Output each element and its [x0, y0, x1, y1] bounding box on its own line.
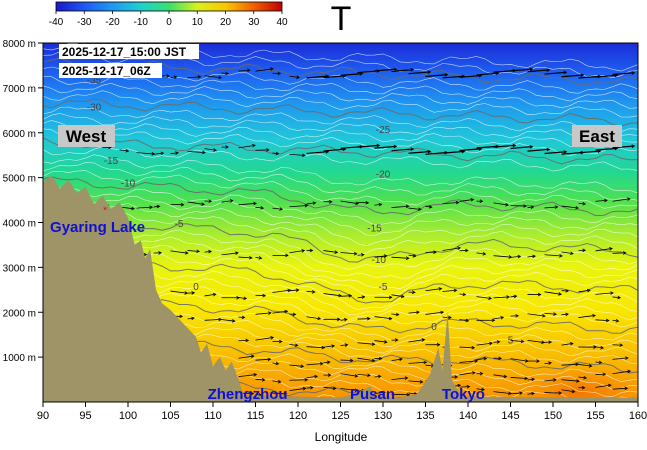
x-tick-label: 150 — [544, 410, 562, 422]
x-axis-label: Longitude — [315, 430, 368, 444]
contour-label: -10 — [121, 179, 136, 190]
colorbar-tick-label: 20 — [220, 17, 232, 28]
contour-label: 0 — [193, 282, 199, 293]
wind-arrow — [290, 380, 308, 381]
x-tick-label: 90 — [37, 410, 49, 422]
east-label: East — [579, 127, 615, 146]
contour-label: -25 — [376, 125, 391, 136]
colorbar-tick-label: 30 — [248, 17, 260, 28]
gyaring-lake-marker: * — [103, 205, 107, 216]
x-tick-label: 110 — [204, 410, 222, 422]
x-tick-label: 120 — [289, 410, 307, 422]
y-tick-label: 7000 m — [3, 84, 36, 95]
x-tick-label: 105 — [161, 410, 179, 422]
x-tick-label: 140 — [459, 410, 477, 422]
y-tick-label: 8000 m — [3, 39, 36, 50]
x-tick-label: 135 — [416, 410, 434, 422]
place-label-tokyo: Tokyo — [442, 386, 485, 403]
x-tick-label: 125 — [331, 410, 349, 422]
x-tick-label: 100 — [119, 410, 137, 422]
x-axis: 90 95 100 105 110 115 120 125 130 135 140 145 150 155… — [37, 402, 647, 422]
chart-title: T — [331, 0, 352, 38]
contour-label: -5 — [175, 219, 184, 230]
x-tick-label: 145 — [501, 410, 519, 422]
y-tick-label: 3000 m — [3, 263, 36, 274]
wind-arrow — [545, 393, 562, 394]
colorbar-tick-label: -30 — [77, 17, 92, 28]
colorbar-tick-label: 40 — [276, 17, 288, 28]
contour-label: -5 — [379, 282, 388, 293]
west-label: West — [66, 127, 107, 146]
contour-label: -30 — [87, 102, 102, 113]
y-tick-label: 1000 m — [3, 353, 36, 364]
x-tick-label: 155 — [586, 410, 604, 422]
colorbar-tick-label: 0 — [166, 17, 172, 28]
x-tick-label: 115 — [247, 410, 265, 422]
colorbar-tick-label: -40 — [49, 17, 64, 28]
place-label-pusan: Pusan — [350, 386, 395, 403]
timestamp-jst: 2025-12-17_15:00 JST — [62, 45, 187, 59]
colorbar: -40 -30 -20 -10 0 10 20 30 40 — [49, 2, 288, 28]
colorbar-bar — [56, 2, 282, 11]
timestamp-utc: 2025-12-17_06Z — [62, 64, 151, 78]
colorbar-tick-label: -20 — [105, 17, 120, 28]
y-tick-label: 4000 m — [3, 219, 36, 230]
contour-label: -15 — [104, 156, 119, 167]
x-tick-label: 160 — [629, 410, 647, 422]
place-label-gyaring-lake: Gyaring Lake — [50, 219, 145, 236]
colorbar-tick-label: 10 — [192, 17, 204, 28]
y-tick-label: 5000 m — [3, 174, 36, 185]
colorbar-tick-label: -10 — [134, 17, 149, 28]
contour-label: 0 — [431, 322, 437, 333]
contour-label: -20 — [376, 170, 391, 181]
y-tick-label: 6000 m — [3, 129, 36, 140]
place-label-zhengzhou: Zhengzhou — [208, 386, 288, 403]
x-tick-label: 95 — [79, 410, 91, 422]
x-tick-label: 130 — [374, 410, 392, 422]
y-axis: 1000 m 2000 m 3000 m 4000 m 5000 m 6000 m 7000… — [3, 39, 43, 364]
y-tick-label: 2000 m — [3, 308, 36, 319]
contour-label: 5 — [508, 336, 514, 347]
contour-label: -15 — [367, 223, 382, 234]
